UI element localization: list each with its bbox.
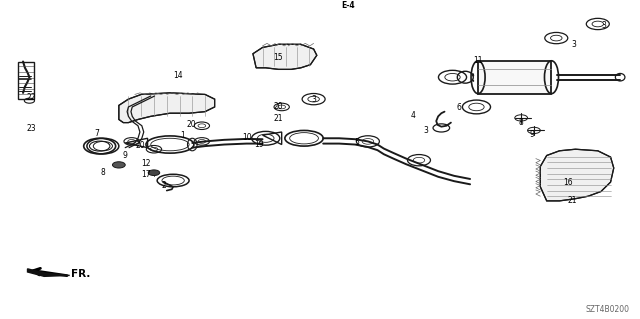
Text: 2: 2 (161, 181, 166, 190)
Text: 3: 3 (423, 126, 428, 135)
Text: 3: 3 (572, 40, 577, 48)
Text: 15: 15 (274, 53, 284, 62)
Text: 19: 19 (255, 140, 264, 149)
Text: 4: 4 (410, 111, 415, 120)
Text: 5: 5 (355, 138, 360, 147)
Text: 9: 9 (123, 151, 127, 160)
Text: 20: 20 (274, 102, 284, 111)
Circle shape (113, 162, 125, 168)
Text: 12: 12 (141, 159, 151, 168)
Text: E-4: E-4 (341, 1, 355, 10)
Text: 20: 20 (186, 120, 196, 129)
Bar (18, 62, 34, 99)
Text: 16: 16 (563, 178, 573, 187)
Polygon shape (119, 93, 214, 122)
Text: 7: 7 (94, 129, 99, 138)
Text: 10: 10 (242, 133, 252, 142)
Text: 23: 23 (26, 124, 36, 133)
Text: 21: 21 (568, 197, 577, 205)
Text: 8: 8 (100, 168, 105, 177)
Text: 17: 17 (141, 170, 151, 179)
Text: 9: 9 (529, 130, 534, 139)
Polygon shape (540, 149, 614, 201)
Text: 14: 14 (173, 71, 183, 80)
Text: 21: 21 (274, 114, 284, 123)
Text: 11: 11 (474, 56, 483, 65)
Circle shape (148, 170, 160, 175)
Text: 3: 3 (311, 95, 316, 104)
Text: 22: 22 (27, 93, 36, 102)
Polygon shape (28, 269, 70, 276)
Bar (478, 61, 552, 94)
Polygon shape (253, 44, 317, 69)
Text: 3: 3 (602, 21, 607, 30)
Text: FR.: FR. (71, 270, 90, 279)
Text: 1: 1 (180, 131, 185, 140)
Text: 20: 20 (135, 141, 145, 150)
Text: 6: 6 (457, 103, 461, 112)
Text: 8: 8 (519, 118, 524, 127)
Text: SZT4B0200: SZT4B0200 (586, 305, 630, 314)
